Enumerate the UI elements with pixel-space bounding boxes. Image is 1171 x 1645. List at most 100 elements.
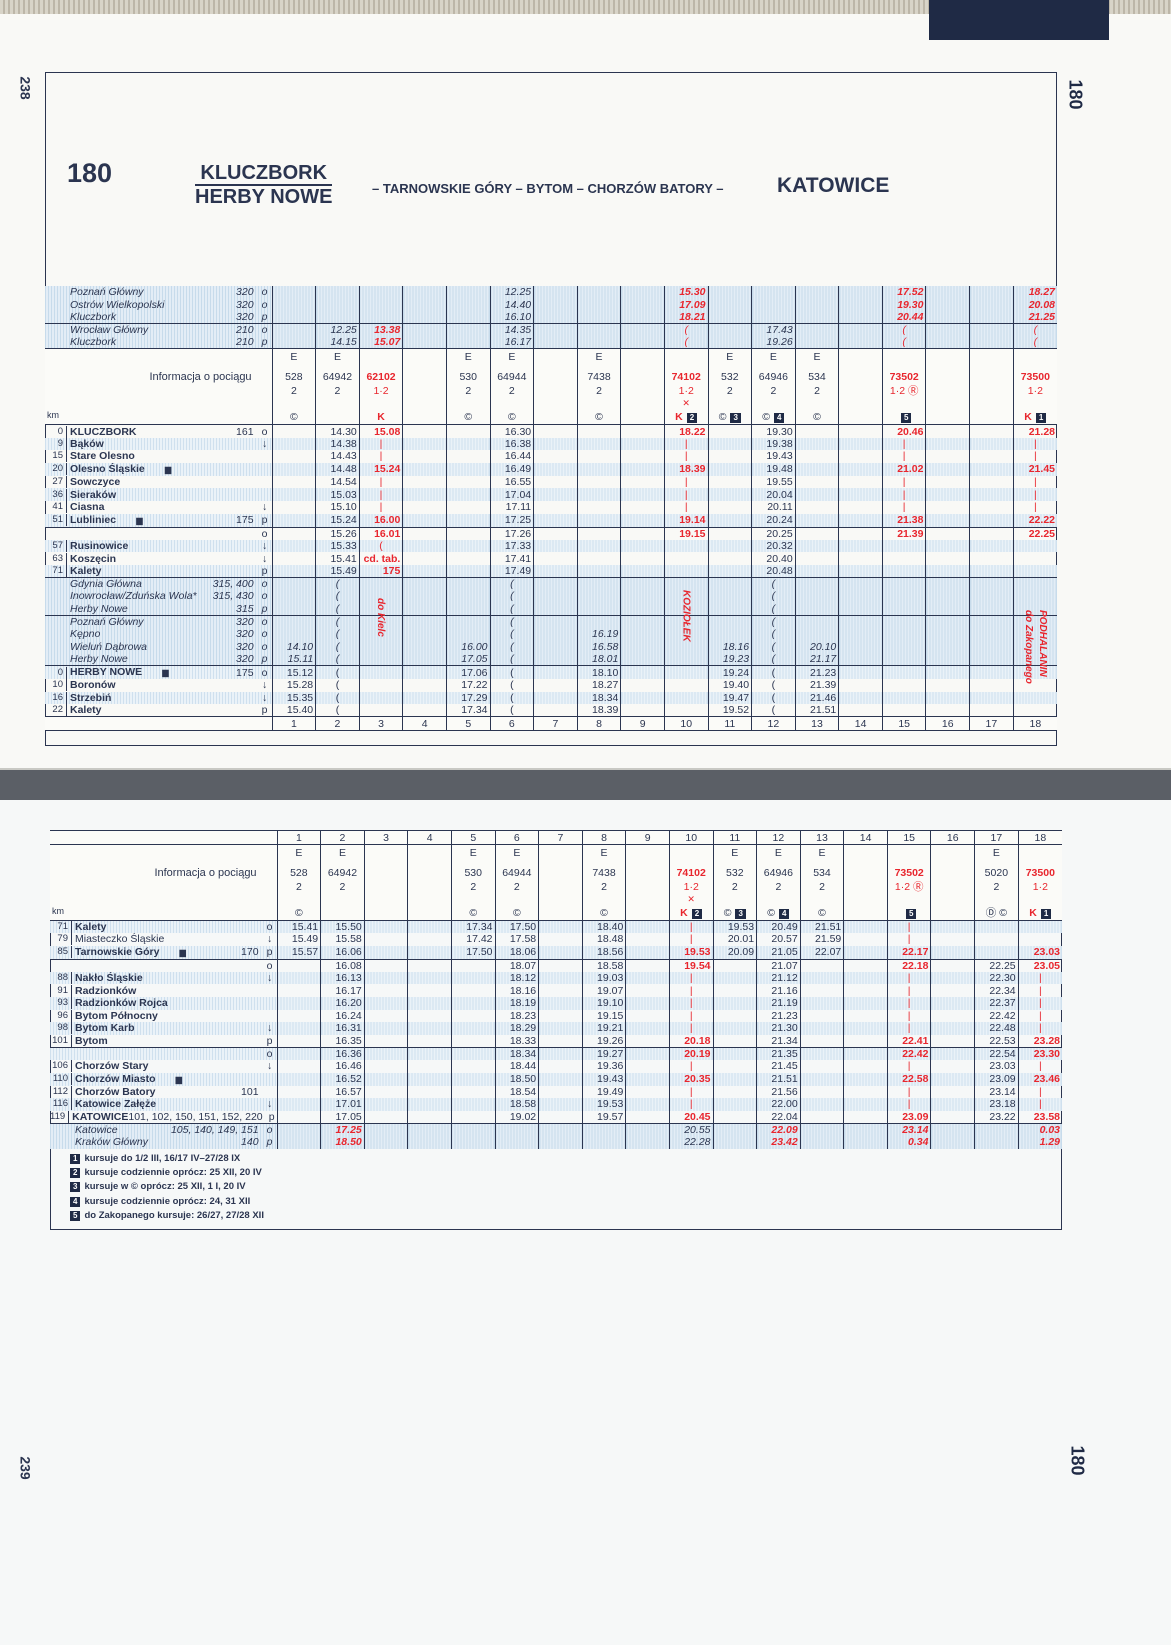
time-cell	[799, 971, 844, 985]
time-cell	[271, 513, 316, 528]
station-name: Gdynia Główna	[70, 577, 142, 590]
station-row: 41 Ciasna ↓ 15.10 | 17.11 | 20.11 | |	[45, 500, 1057, 514]
time-cell: |	[886, 1085, 931, 1099]
time-cell	[838, 488, 883, 501]
train-restaurant-mark	[362, 398, 401, 408]
station-row: 106 Chorzów Stary ↓ 16.46 18.44 19.36 | 21.45 | 2…	[50, 1059, 1062, 1073]
train-restaurant-mark	[541, 894, 580, 904]
time-cell: 16.36	[320, 1046, 365, 1060]
time-cell	[445, 602, 491, 616]
time-cell	[925, 691, 970, 705]
arrival-departure-mark: p	[266, 946, 273, 959]
footnote-badge: 1	[1035, 413, 1047, 424]
station-name: Poznań Główny	[70, 286, 144, 299]
time-cell	[402, 336, 447, 349]
time-cell	[925, 424, 970, 438]
station-row: 15 Stare Olesno 14.43 | 16.44 | 19.43 | |	[45, 450, 1057, 463]
km-value: 101	[50, 1034, 72, 1047]
arrival-departure-mark: p	[261, 653, 268, 666]
footnote-text: do Zakopanego kursuje: 26/27, 27/28 XII	[84, 1209, 264, 1221]
train-symbols: ©	[493, 410, 532, 424]
footnote-text: kursuje codziennie oprócz: 24, 31 XII	[84, 1195, 251, 1207]
footnote: 5 do Zakopanego kursuje: 26/27, 27/28 XII	[70, 1209, 264, 1223]
time-cell	[843, 920, 888, 934]
time-cell	[450, 1059, 496, 1073]
time-cell: |	[663, 437, 708, 451]
footnote-badge: 4	[70, 1196, 81, 1207]
time-cell	[402, 640, 447, 653]
time-cell	[969, 298, 1014, 312]
time-cell	[930, 920, 975, 934]
train-restaurant-mark	[367, 894, 406, 904]
time-cell: 21.39	[881, 526, 926, 540]
station-wrap: 27 Sowczyce	[45, 476, 272, 489]
time-cell: 19.49	[581, 1085, 626, 1099]
time-cell: 23.28	[1017, 1034, 1062, 1048]
footnote: 3 kursuje w © oprócz: 25 XII, 1 I, 20 IV	[70, 1180, 264, 1194]
train-category	[672, 846, 711, 860]
station-wrap: Herby Nowe 320 p	[45, 653, 272, 665]
time-cell: 22.54	[974, 1046, 1019, 1060]
station-wrap: 16 Strzebiń ↓	[45, 691, 272, 705]
km-value: 79	[50, 933, 72, 946]
train-class	[933, 880, 972, 894]
station-row: 85 Tarnowskie Góry ▆ 170 p 15.57 16.06 17.50 18…	[50, 945, 1062, 960]
station-name: Herby Nowe	[70, 653, 128, 666]
time-cell	[625, 1022, 670, 1035]
time-cell	[402, 513, 447, 528]
time-cell	[533, 311, 578, 324]
time-cell	[576, 552, 621, 565]
time-cell	[363, 984, 408, 997]
thumb-index-tab	[929, 0, 1109, 40]
time-cell: (	[489, 627, 534, 641]
train-category: E	[595, 351, 603, 364]
km-value: 22	[45, 704, 67, 717]
time-cell: |	[1012, 488, 1057, 501]
time-cell	[538, 1022, 583, 1035]
calendar-symbol-icon: ©	[767, 907, 776, 919]
time-cell	[794, 437, 839, 451]
train-category: E	[992, 847, 1000, 859]
time-cell	[969, 488, 1014, 501]
train-symbols: ©	[803, 906, 842, 920]
time-cell	[620, 564, 665, 578]
time-cell: 18.23	[494, 1009, 539, 1023]
time-cell	[925, 627, 970, 641]
time-cell: 15.24	[358, 462, 403, 476]
train-restaurant-mark	[754, 398, 793, 408]
time-cell	[625, 945, 670, 960]
station-cell: 41 Ciasna ↓	[45, 501, 272, 514]
arrival-departure-mark: ↓	[261, 691, 268, 704]
time-cell	[625, 1046, 670, 1060]
connection-row: Wrocław Główny 210 o 12.25 13.38 14.35 (17.43 (…	[45, 323, 1057, 337]
time-cell	[707, 602, 752, 616]
time-cell	[794, 311, 839, 324]
time-cell: |	[668, 971, 713, 985]
time-cell	[838, 298, 883, 312]
time-cell: 21.51	[756, 1072, 801, 1086]
station-wrap: o	[50, 1048, 277, 1060]
time-cell: 15.03	[315, 488, 360, 501]
train-class: 1·2	[678, 385, 694, 398]
km-value: 0	[45, 425, 67, 438]
train-class: 2	[295, 881, 302, 893]
time-cell	[538, 1059, 583, 1073]
train-category	[667, 350, 706, 364]
time-cell	[315, 298, 360, 312]
time-cell: 15.40	[271, 704, 316, 717]
time-cell: 16.57	[320, 1085, 365, 1099]
time-cell: 21.45	[1012, 462, 1057, 476]
category-k-icon: K	[680, 907, 688, 919]
time-cell: |	[881, 437, 926, 451]
time-cell	[1012, 552, 1057, 565]
time-cell	[838, 513, 883, 528]
time-cell	[450, 1009, 496, 1023]
station-cell: 106 Chorzów Stary ↓	[50, 1060, 277, 1073]
arrival-departure-mark: o	[261, 527, 268, 540]
km-value: 16	[45, 691, 67, 704]
time-cell: 1.29	[1017, 1135, 1062, 1149]
time-cell	[663, 602, 708, 616]
time-cell	[712, 1046, 757, 1060]
footnote: 4 kursuje codziennie oprócz: 24, 31 XII	[70, 1195, 264, 1209]
station-cell: 112 Chorzów Batory 101	[50, 1085, 277, 1099]
